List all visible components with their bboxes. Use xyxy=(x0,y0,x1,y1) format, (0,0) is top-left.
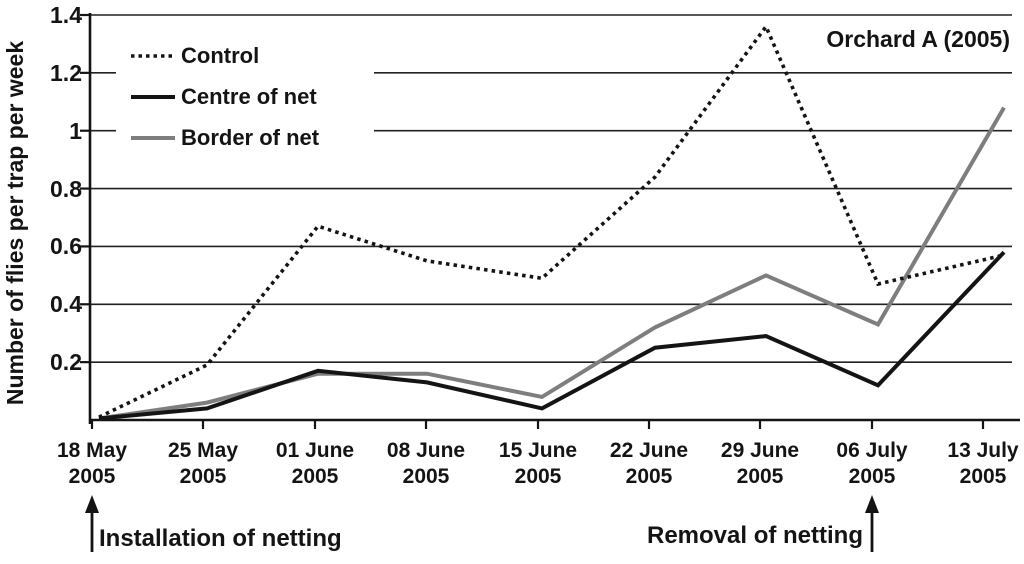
annotation-removal-of-netting: Removal of netting xyxy=(646,522,863,549)
legend-item-control: Control xyxy=(116,36,374,76)
installation-of-netting-arrow-icon xyxy=(85,495,99,513)
legend-line-sample-border-of-net xyxy=(131,136,175,140)
series-line-control xyxy=(98,23,1005,419)
legend-label-centre-of-net: Centre of net xyxy=(181,84,317,109)
legend-line-sample-centre-of-net xyxy=(131,95,175,99)
legend-label-control: Control xyxy=(181,43,260,68)
legend-item-centre-of-net: Centre of net xyxy=(116,77,374,117)
legend-label-border-of-net: Border of net xyxy=(181,125,320,150)
series-line-centre-of-net xyxy=(98,250,1006,421)
removal-of-netting-arrow-icon xyxy=(865,495,879,513)
legend-line-sample-control xyxy=(131,54,175,58)
legend: Control Centre of net Border of net xyxy=(116,36,374,158)
annotation-installation-of-netting: Installation of netting xyxy=(99,525,342,552)
series-line-border-of-net xyxy=(98,106,1006,421)
legend-item-border-of-net: Border of net xyxy=(116,118,374,158)
